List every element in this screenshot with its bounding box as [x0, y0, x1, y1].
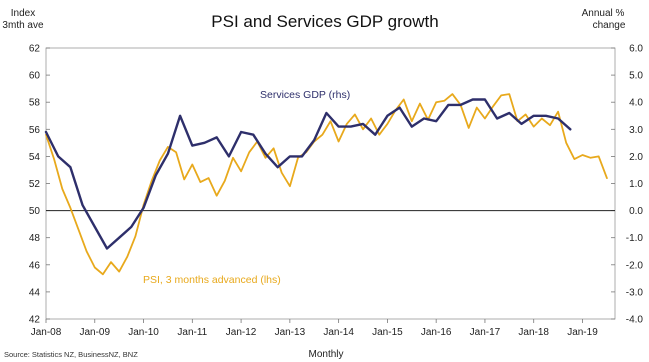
psi-series-line: [45, 93, 608, 276]
right-axis: 6.0 5.0 4.0 3.0 2.0 1.0 0.0 -1.0 -2.0 -3.0 -4.0: [611, 44, 643, 326]
x-tick-label: Jan-18: [518, 327, 549, 338]
chart-title: PSI and Services GDP growth: [211, 12, 438, 31]
right-tick-label: -4.0: [626, 315, 644, 326]
left-tick-label: 48: [29, 233, 41, 244]
left-axis-label-line-2: 3mth ave: [2, 20, 44, 31]
x-tick-label: Jan-08: [31, 327, 62, 338]
x-tick-label: Jan-10: [128, 327, 159, 338]
left-tick-label: 46: [29, 260, 41, 271]
left-tick-label: 42: [29, 315, 41, 326]
x-tick-label: Jan-09: [79, 327, 110, 338]
left-tick-label: 56: [29, 125, 41, 136]
right-tick-label: 4.0: [629, 98, 643, 109]
right-axis-label-line-2: change: [593, 20, 626, 31]
psi-label: PSI, 3 months advanced (lhs): [143, 274, 281, 286]
right-axis-label-line-1: Annual %: [582, 8, 625, 19]
left-tick-label: 44: [29, 287, 41, 298]
services-gdp-label: Services GDP (rhs): [260, 89, 350, 101]
left-tick-label: 62: [29, 44, 41, 55]
right-tick-label: 3.0: [629, 125, 643, 136]
x-tick-label: Jan-15: [372, 327, 403, 338]
series-layer: [44, 93, 608, 276]
left-axis-label-line-1: Index: [11, 8, 35, 19]
x-tick-label: Jan-12: [226, 327, 257, 338]
x-tick-label: Jan-13: [275, 327, 306, 338]
left-tick-label: 54: [29, 152, 41, 163]
services-gdp-series-line: [44, 98, 572, 250]
x-axis: Jan-08 Jan-09 Jan-10 Jan-11 Jan-12 Jan-13 Jan-…: [31, 319, 598, 338]
x-tick-label: Jan-16: [421, 327, 452, 338]
right-tick-label: -3.0: [626, 287, 644, 298]
right-tick-label: -1.0: [626, 233, 644, 244]
x-tick-label: Jan-19: [567, 327, 598, 338]
right-tick-label: -2.0: [626, 260, 644, 271]
x-tick-label: Jan-17: [470, 327, 501, 338]
left-tick-label: 58: [29, 98, 41, 109]
right-tick-label: 1.0: [629, 179, 643, 190]
right-tick-label: 5.0: [629, 71, 643, 82]
left-tick-label: 52: [29, 179, 41, 190]
source-note: Source: Statistics NZ, BusinessNZ, BNZ: [4, 350, 138, 359]
right-tick-label: 6.0: [629, 44, 643, 55]
x-tick-label: Jan-14: [323, 327, 354, 338]
left-tick-label: 50: [29, 206, 41, 217]
right-tick-label: 0.0: [629, 206, 643, 217]
right-tick-label: 2.0: [629, 152, 643, 163]
left-tick-label: 60: [29, 71, 41, 82]
left-axis: 62 60 58 56 54 52 50 48 46 44 42: [29, 44, 50, 326]
x-tick-label: Jan-11: [177, 327, 207, 338]
x-axis-label: Monthly: [308, 349, 343, 360]
